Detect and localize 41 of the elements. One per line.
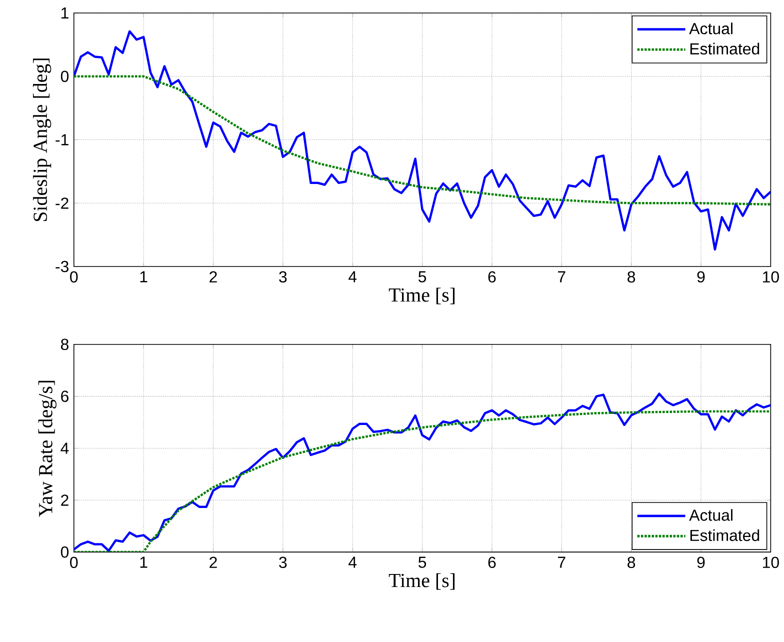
x-tick-label: 6 <box>488 556 496 568</box>
y-tick-label: 0 <box>60 546 69 558</box>
y-tick-label: -2 <box>56 198 68 209</box>
y-tick-label: 6 <box>61 390 68 402</box>
y-tick-label: 4 <box>60 442 69 454</box>
x-tick-label: 10 <box>763 271 779 283</box>
legend-label: Estimated <box>690 42 760 55</box>
x-tick-label: 3 <box>279 271 287 283</box>
legend-label: Actual <box>689 22 732 34</box>
x-tick-label: 1 <box>140 556 148 568</box>
x-tick-label: 6 <box>488 271 496 283</box>
legend-label: Estimated <box>690 529 760 542</box>
x-tick-label: 8 <box>628 271 636 283</box>
x-tick-label: 0 <box>70 556 78 568</box>
y-axis-title: Sideslip Angle [deg] <box>33 58 52 222</box>
x-tick-label: 0 <box>70 271 78 283</box>
y-axis-title: Yaw Rate [deg/s] <box>38 380 56 517</box>
x-tick-label: 9 <box>697 271 705 283</box>
line-series <box>74 75 771 206</box>
x-tick-label: 5 <box>418 271 426 282</box>
x-tick-label: 4 <box>348 556 357 568</box>
x-tick-label: 8 <box>628 556 636 568</box>
y-tick-label: 2 <box>61 494 68 506</box>
x-tick-label: 2 <box>210 271 217 282</box>
x-axis-title: Time [s] <box>388 288 455 304</box>
x-tick-label: 7 <box>558 556 566 568</box>
y-tick-label: -3 <box>56 260 68 272</box>
x-tick-label: 9 <box>697 556 705 568</box>
y-tick-label: -1 <box>56 134 68 146</box>
x-tick-label: 10 <box>763 556 779 568</box>
y-tick-label: 1 <box>62 8 68 19</box>
legend-label: Actual <box>689 509 732 521</box>
y-tick-label: 0 <box>60 70 69 82</box>
x-tick-label: 3 <box>279 556 287 568</box>
x-tick-label: 5 <box>418 556 426 568</box>
x-tick-label: 4 <box>348 271 357 282</box>
x-tick-label: 1 <box>140 271 148 282</box>
x-axis-title: Time [s] <box>388 573 455 590</box>
x-tick-label: 7 <box>558 271 566 282</box>
y-tick-label: 8 <box>60 338 68 350</box>
x-tick-label: 2 <box>210 556 217 568</box>
